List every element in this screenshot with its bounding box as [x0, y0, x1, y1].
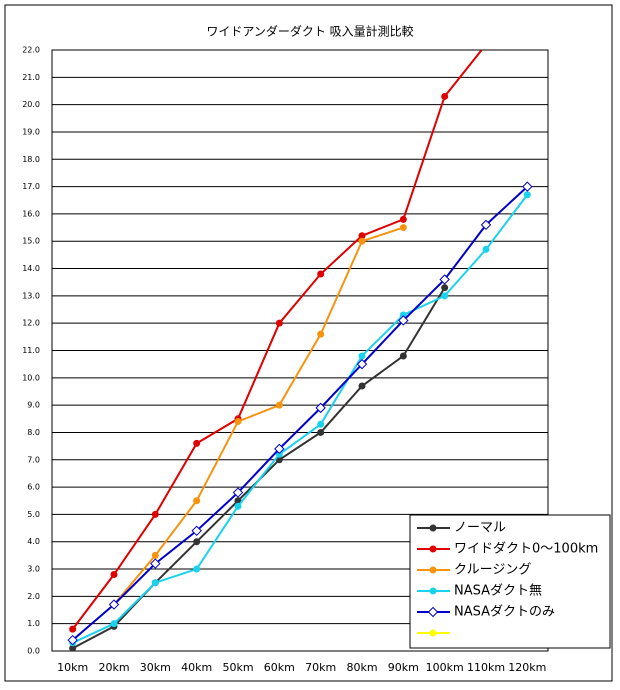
- marker: [358, 232, 366, 240]
- marker: [398, 315, 409, 326]
- y-tick-label: 22.0: [22, 46, 40, 55]
- marker: [315, 402, 326, 414]
- marker: [234, 418, 242, 426]
- marker: [441, 292, 449, 300]
- marker: [275, 401, 283, 409]
- marker: [480, 219, 492, 231]
- y-tick-label: 7.0: [27, 455, 40, 464]
- marker: [399, 352, 407, 360]
- y-tick-label: 0.0: [27, 647, 40, 656]
- marker: [151, 551, 159, 559]
- series-layer: [67, 50, 533, 651]
- y-tick-label: 14.0: [22, 264, 40, 273]
- y-tick-label: 21.0: [22, 73, 40, 82]
- legend-label: NASAダクトのみ: [454, 605, 555, 620]
- marker: [191, 525, 202, 537]
- y-tick-label: 2.0: [27, 592, 40, 601]
- y-tick-label: 3.0: [27, 565, 40, 574]
- y-tick-label: 13.0: [22, 291, 40, 300]
- marker: [317, 270, 325, 278]
- x-tick-label: 40km: [181, 661, 212, 674]
- series-line: [72, 194, 529, 644]
- legend-label: NASAダクト無: [454, 584, 542, 599]
- marker: [399, 224, 407, 232]
- marker: [317, 330, 325, 338]
- y-tick-label: 12.0: [22, 319, 40, 328]
- y-tick-label: 11.0: [22, 346, 40, 355]
- marker: [317, 420, 325, 428]
- x-tick-label: 60km: [264, 661, 295, 674]
- x-tick-label: 90km: [388, 661, 419, 674]
- x-tick-label: 70km: [305, 661, 336, 674]
- marker: [358, 352, 366, 360]
- marker: [150, 558, 161, 569]
- x-tick-label: 50km: [222, 661, 253, 674]
- marker: [441, 92, 449, 100]
- marker: [234, 502, 242, 510]
- marker: [275, 319, 283, 327]
- marker: [151, 510, 159, 518]
- legend-label: ワイドダクト0〜100km: [454, 542, 598, 557]
- legend-label: ノーマル: [454, 521, 506, 536]
- y-tick-label: 4.0: [27, 537, 40, 546]
- x-tick-label: 80km: [346, 661, 377, 674]
- x-tick-label: 120km: [508, 661, 546, 674]
- legend-marker: [429, 587, 437, 595]
- marker: [399, 215, 407, 223]
- marker: [69, 625, 77, 633]
- series-line: [113, 226, 404, 606]
- x-tick-label: 10km: [57, 661, 88, 674]
- marker: [110, 620, 118, 628]
- legend-marker: [429, 545, 437, 553]
- legend-marker: [429, 566, 437, 574]
- marker: [193, 439, 201, 447]
- legend-label: クルージング: [454, 563, 531, 578]
- y-tick-label: 10.0: [22, 373, 40, 382]
- marker: [522, 181, 533, 192]
- x-tick-label: 20km: [98, 661, 129, 674]
- marker: [151, 579, 159, 587]
- marker: [399, 311, 407, 319]
- series-line: [72, 185, 529, 641]
- y-tick-label: 17.0: [22, 182, 40, 191]
- y-tick-label: 6.0: [27, 483, 40, 492]
- marker: [482, 245, 490, 253]
- marker: [441, 284, 449, 292]
- chart-title: ワイドアンダーダクト 吸入量計測比較: [206, 24, 413, 39]
- marker: [193, 538, 201, 546]
- x-tick-label: 30km: [140, 661, 171, 674]
- y-tick-label: 18.0: [22, 155, 40, 164]
- legend-box: [409, 514, 611, 649]
- y-tick-label: 8.0: [27, 428, 40, 437]
- y-tick-label: 19.0: [22, 127, 40, 136]
- marker: [193, 565, 201, 573]
- marker: [108, 599, 120, 610]
- marker: [193, 497, 201, 505]
- y-tick-label: 9.0: [27, 401, 40, 410]
- legend-marker: [427, 606, 439, 618]
- y-tick-label: 16.0: [22, 209, 40, 218]
- y-tick-label: 1.0: [27, 619, 40, 628]
- y-tick-label: 15.0: [22, 237, 40, 246]
- marker: [358, 382, 366, 390]
- y-tick-label: 5.0: [27, 510, 40, 519]
- marker: [232, 487, 244, 498]
- marker: [317, 428, 325, 436]
- marker: [67, 634, 78, 646]
- y-tick-label: 20.0: [22, 100, 40, 109]
- marker: [274, 443, 285, 455]
- marker: [439, 274, 450, 285]
- marker: [69, 644, 77, 651]
- marker: [356, 358, 368, 370]
- marker: [358, 237, 366, 245]
- legend-marker: [429, 629, 437, 637]
- legend-marker: [429, 524, 437, 532]
- x-tick-label: 110km: [467, 661, 505, 674]
- marker: [275, 450, 283, 458]
- x-tick-label: 100km: [426, 661, 464, 674]
- marker: [110, 571, 118, 579]
- marker: [523, 191, 531, 199]
